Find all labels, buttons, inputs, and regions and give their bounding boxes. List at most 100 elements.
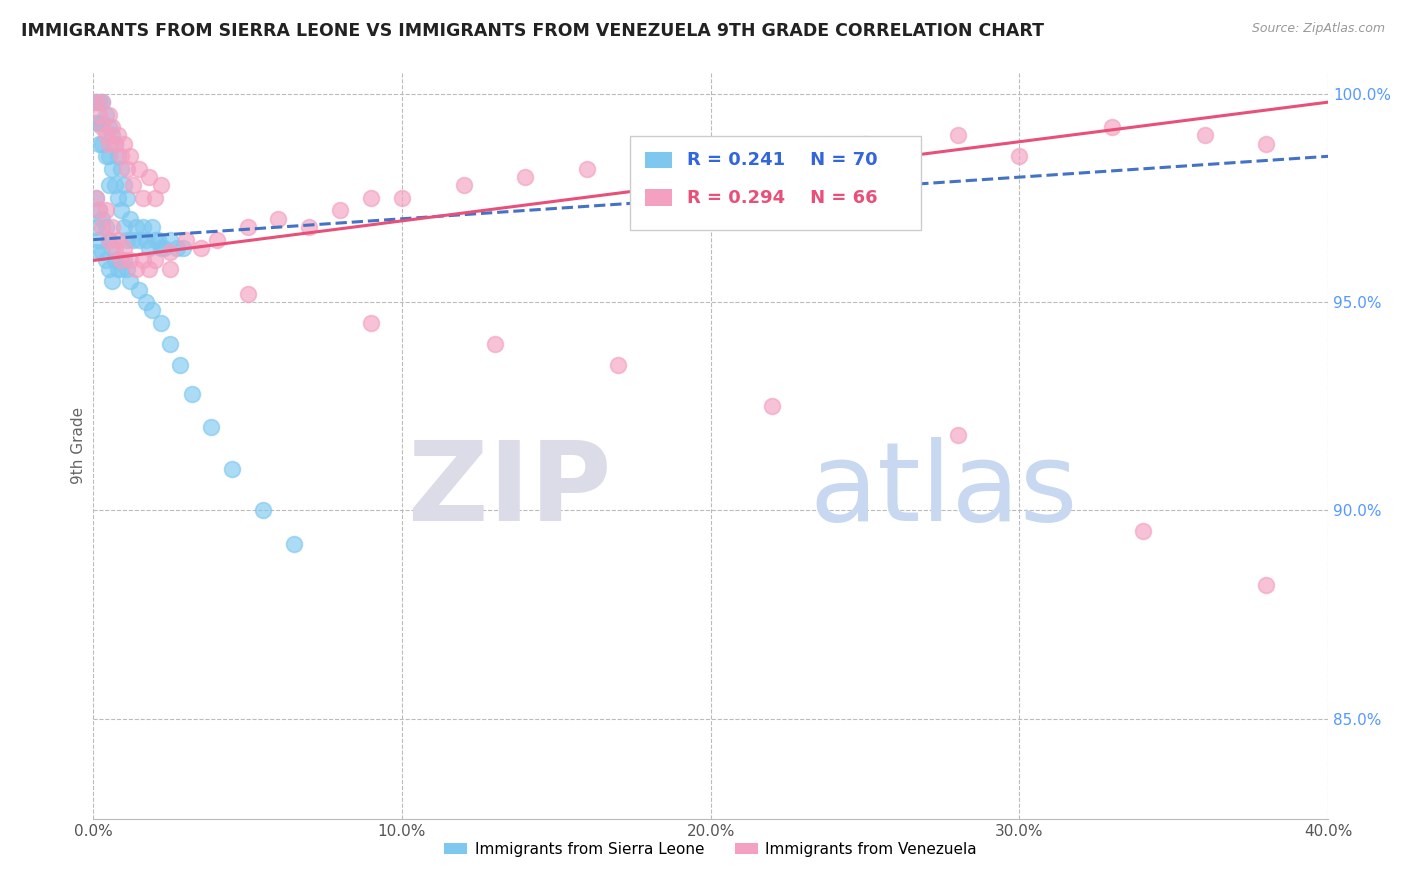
Point [159,336,181,351]
Point [107,149,129,163]
Point [91,116,114,130]
Point [200,420,222,434]
Point [84,220,107,235]
Point [100,220,122,235]
Point [107,128,129,143]
Point [115,233,138,247]
Point [131,220,153,235]
Point [94,128,117,143]
Point [159,245,181,260]
Point [91,136,114,151]
Point [267,211,290,226]
Point [221,462,243,476]
Point [360,316,382,330]
Point [97,233,120,247]
Point [97,261,120,276]
Y-axis label: 9th Grade: 9th Grade [72,408,86,484]
Point [150,316,173,330]
Point [89,108,111,122]
Point [97,233,120,247]
Point [143,191,166,205]
Point [1008,149,1031,163]
Point [115,161,138,176]
Point [104,178,127,193]
Point [110,161,132,176]
Point [100,274,122,288]
Point [115,191,138,205]
Point [97,136,120,151]
Point [153,241,176,255]
Point [174,233,197,247]
Point [391,191,413,205]
Point [190,241,212,255]
Point [298,220,321,235]
Legend: Immigrants from Sierra Leone, Immigrants from Venezuela: Immigrants from Sierra Leone, Immigrants… [439,836,983,863]
Point [107,191,129,205]
Text: IMMIGRANTS FROM SIERRA LEONE VS IMMIGRANTS FROM VENEZUELA 9TH GRADE CORRELATION : IMMIGRANTS FROM SIERRA LEONE VS IMMIGRAN… [21,22,1045,40]
Bar [645,152,672,169]
Point [131,191,153,205]
Point [150,241,173,255]
Point [89,136,111,151]
Point [236,286,259,301]
Point [138,241,160,255]
Point [89,116,111,130]
Point [91,95,114,110]
Point [761,399,783,413]
Point [172,241,194,255]
Point [112,178,135,193]
Point [100,120,122,135]
Point [159,233,181,247]
Point [236,220,259,235]
Point [94,108,117,122]
Point [107,233,129,247]
Point [120,211,142,226]
Point [181,386,204,401]
Point [112,220,135,235]
Point [110,261,132,276]
Point [97,178,120,193]
Point [853,136,876,151]
Point [100,241,122,255]
Point [115,261,138,276]
Point [84,116,107,130]
Point [946,128,969,143]
Point [91,245,114,260]
Point [143,233,166,247]
Point [84,191,107,205]
Point [283,537,305,551]
Point [97,120,120,135]
Point [1256,136,1278,151]
Point [91,220,114,235]
Point [205,233,228,247]
Point [120,274,142,288]
Point [159,261,181,276]
Point [89,95,111,110]
Point [1194,128,1216,143]
Point [166,241,188,255]
Point [97,108,120,122]
Point [84,95,107,110]
Point [100,128,122,143]
Point [91,120,114,135]
Point [110,253,132,268]
Point [761,149,783,163]
Point [104,136,127,151]
Point [143,253,166,268]
Text: ZIP: ZIP [409,437,612,544]
Point [1132,524,1154,539]
Point [131,253,153,268]
Point [125,220,148,235]
Point [110,149,132,163]
Point [89,203,111,218]
Point [120,149,142,163]
Point [107,261,129,276]
Point [699,161,721,176]
Point [360,191,382,205]
Text: R = 0.241    N = 70: R = 0.241 N = 70 [688,152,877,169]
Point [453,178,475,193]
Point [91,95,114,110]
Point [89,203,111,218]
Point [135,295,157,310]
Text: R = 0.294    N = 66: R = 0.294 N = 66 [688,188,877,207]
